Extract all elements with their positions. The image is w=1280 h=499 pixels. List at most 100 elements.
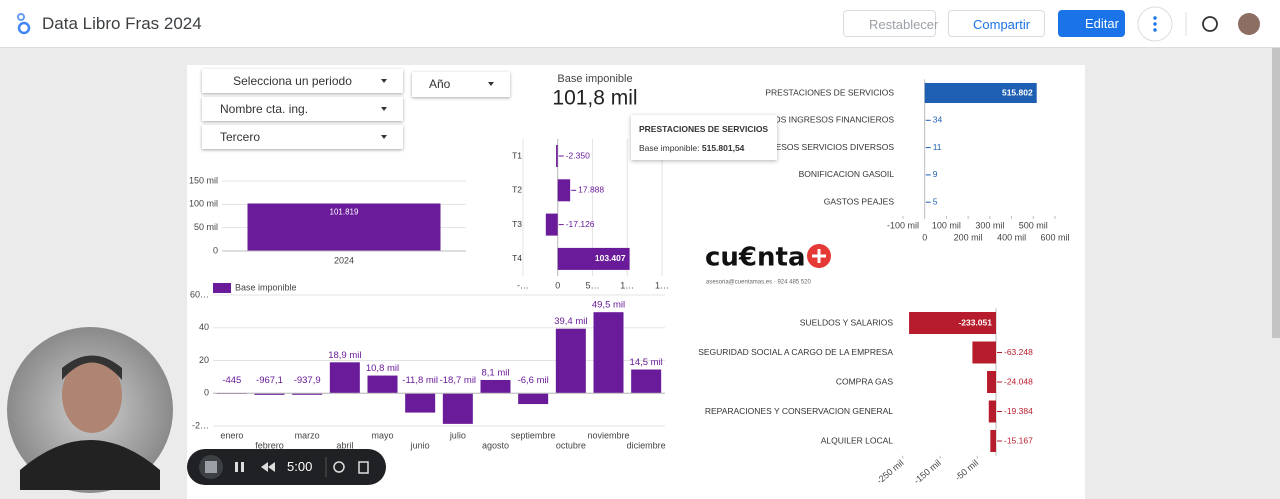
y-tick-label: -2… (192, 420, 209, 430)
third-party-filter[interactable]: Tercero (202, 125, 403, 149)
category-label: T4 (512, 253, 522, 263)
tooltip: PRESTACIONES DE SERVICIOS Base imponible… (631, 115, 777, 160)
x-tick-label: 1… (620, 280, 634, 290)
bar (990, 430, 996, 452)
bar (292, 393, 323, 395)
bar (518, 393, 549, 405)
data-label: 11 (933, 142, 942, 152)
x-tick-label: 400 mil (997, 232, 1026, 242)
x-tick-label: enero (220, 430, 243, 440)
x-tick-label: 600 mil (1040, 232, 1069, 242)
data-label: -6,6 mil (518, 375, 549, 386)
x-tick-label: octubre (556, 440, 586, 450)
data-label: -63.248 (1004, 347, 1033, 357)
bar (593, 312, 624, 394)
bar (442, 393, 473, 424)
x-tick-label: 0 (555, 280, 560, 290)
filter-label: Nombre cta. ing. (220, 102, 309, 116)
category-label: INGRESOS SERVICIOS DIVERSOS (754, 142, 894, 152)
data-label: 101.819 (330, 208, 359, 217)
y-tick-label: 0 (213, 245, 218, 255)
report-title: Data Libro Fras 2024 (42, 14, 202, 33)
data-label: -233.051 (958, 317, 992, 327)
share-button[interactable]: Compartir (948, 10, 1045, 37)
data-label: -445 (222, 375, 241, 386)
bar (247, 203, 441, 251)
data-label: 14,5 mil (630, 357, 663, 368)
data-label: 34 (933, 115, 943, 125)
y-tick-label: 50 mil (194, 222, 218, 232)
x-tick-label: 300 mil (975, 220, 1004, 230)
y-tick-label: 150 mil (189, 175, 218, 185)
app-bar: Data Libro Fras 2024 Restablecer Compart… (0, 0, 1280, 48)
data-label: -24.048 (1004, 376, 1033, 386)
data-label: 103.407 (595, 253, 626, 263)
header-icons (1137, 6, 1260, 42)
filter-label: Tercero (220, 130, 261, 144)
x-tick-label: mayo (371, 430, 393, 440)
recorder-bar: 5:00 (187, 449, 386, 485)
y-tick-label: 100 mil (189, 199, 218, 209)
reset-button[interactable]: Restablecer (843, 10, 938, 37)
category-label: BONIFICACION GASOIL (799, 169, 895, 179)
category-label: T3 (512, 219, 522, 229)
data-label: 39,4 mil (554, 316, 587, 327)
x-tick-label: -100 mil (887, 220, 919, 230)
logo (17, 13, 31, 35)
data-label: 18,9 mil (328, 350, 361, 361)
data-label: 9 (933, 169, 938, 179)
bar (988, 400, 996, 423)
category-label: SUELDOS Y SALARIOS (800, 317, 894, 327)
data-label: -18,7 mil (440, 375, 476, 386)
x-tick-label: septiembre (511, 430, 556, 440)
y-tick-label: 0 (204, 388, 209, 398)
bar (405, 393, 436, 413)
webcam (7, 327, 173, 493)
bar (556, 145, 558, 167)
avatar[interactable] (1238, 13, 1260, 35)
x-tick-label: junio (410, 440, 430, 450)
data-label: -11,8 mil (402, 375, 438, 386)
data-label: -937,9 (294, 375, 321, 386)
tooltip-title: PRESTACIONES DE SERVICIOS (639, 124, 769, 134)
x-tick-label: noviembre (587, 430, 629, 440)
x-tick-label: 2024 (334, 255, 354, 265)
category-label: GASTOS PEAJES (824, 196, 895, 206)
x-tick-label: 1… (655, 280, 669, 290)
data-label: -17.126 (566, 219, 595, 229)
brand-contact: asesoria@cuentamas.es · 924 485 520 (706, 280, 811, 286)
data-label: 5 (933, 196, 938, 206)
filter-label: Selecciona un periodo (233, 74, 352, 88)
legend-swatch (213, 283, 231, 293)
bar (254, 393, 285, 395)
x-tick-label: -… (517, 280, 529, 290)
bar (924, 83, 1037, 103)
x-tick-label: 200 mil (954, 232, 983, 242)
data-label: 10,8 mil (366, 363, 399, 374)
year-filter[interactable]: Año (412, 72, 510, 97)
category-label: ALQUILER LOCAL (821, 435, 894, 445)
period-filter[interactable]: Selecciona un periodo (202, 69, 403, 93)
data-label: 515.802 (1002, 87, 1033, 97)
bar (367, 375, 398, 394)
y-tick-label: 20 (199, 355, 209, 365)
x-tick-label: 100 mil (932, 220, 961, 230)
category-label: SEGURIDAD SOCIAL A CARGO DE LA EMPRESA (698, 347, 893, 357)
scorecard-value: 101,8 mil (552, 87, 637, 110)
x-tick-label: 0 (922, 232, 927, 242)
bar (329, 362, 360, 394)
category-label: REPARACIONES Y CONSERVACION GENERAL (705, 406, 893, 416)
recorder-time: 5:00 (287, 459, 313, 474)
y-tick-label: 40 (199, 322, 209, 332)
bar (557, 179, 571, 202)
help-button[interactable] (1202, 16, 1218, 32)
category-label: PRESTACIONES DE SERVICIOS (765, 87, 894, 97)
scorecard-label: Base imponible (557, 73, 632, 85)
edit-button[interactable]: Editar (1058, 10, 1125, 37)
brand-logo: cu€nta (705, 243, 806, 273)
account-filter[interactable]: Nombre cta. ing. (202, 97, 403, 121)
x-tick-label: abril (336, 440, 353, 450)
data-label: 49,5 mil (592, 300, 625, 311)
